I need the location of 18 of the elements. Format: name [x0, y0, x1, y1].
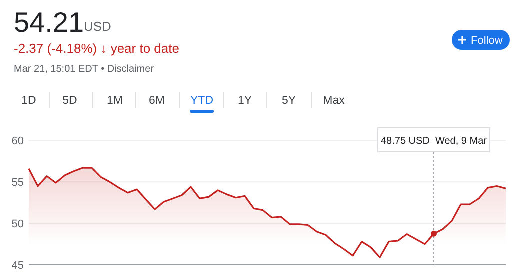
text: 1M [107, 95, 123, 107]
text: Max [323, 95, 346, 107]
y-tick-label: 60 [12, 136, 24, 148]
text: USD [84, 19, 112, 34]
text: 6M [149, 95, 165, 107]
text: YTD [190, 95, 214, 107]
y-tick-label: 55 [12, 176, 24, 189]
chart-subtitle: -2.37 (-4.18%) ↓ year to date [14, 41, 180, 56]
text: Mar 21, 15:01 EDT • Disclaimer [14, 64, 155, 75]
text: Follow [471, 35, 503, 47]
y-tick-label: 45 [12, 260, 24, 272]
chart-title: 54.21 [14, 7, 84, 38]
y-tick-label: 50 [12, 218, 24, 230]
annotation: 48.75 USD Wed, 9 Mar [381, 136, 488, 147]
text: 5D [62, 95, 78, 107]
text: 5Y [282, 95, 296, 107]
text: 1D [22, 95, 36, 107]
text: 1Y [238, 95, 252, 107]
